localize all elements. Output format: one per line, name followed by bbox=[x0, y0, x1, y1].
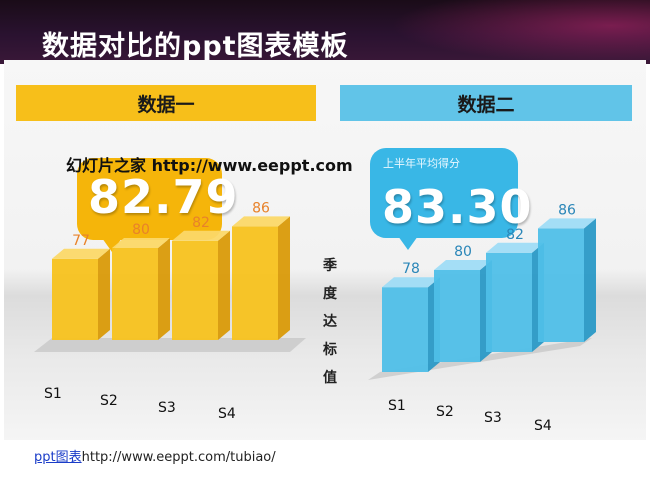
vertical-label-char: 值 bbox=[323, 370, 337, 386]
chart1-bubble-value: 82.79 bbox=[88, 170, 239, 224]
bar-top-S2 bbox=[112, 238, 170, 248]
bar-top-S3 bbox=[172, 230, 230, 241]
chart2-group: 78 S1 80 S2 82 S3 86 S4 bbox=[368, 202, 596, 434]
category-label: S1 bbox=[44, 386, 62, 402]
vertical-label-char: 度 bbox=[323, 286, 337, 302]
chart1-value-bubble bbox=[77, 158, 222, 240]
vertical-label-char: 标 bbox=[323, 342, 337, 358]
data-label: 86 bbox=[558, 202, 576, 218]
footer-link[interactable]: ppt图表 bbox=[34, 450, 82, 465]
bar-S3 bbox=[486, 252, 532, 352]
bar-top-S4 bbox=[232, 216, 290, 227]
bar-side-S3 bbox=[218, 230, 230, 340]
chart2-bubble-label: 上半年平均得分 bbox=[383, 157, 460, 170]
title-band bbox=[0, 0, 650, 64]
bar-S2 bbox=[112, 248, 158, 340]
bar-S4 bbox=[232, 226, 278, 340]
category-label: S4 bbox=[534, 418, 552, 434]
data-label: 77 bbox=[72, 233, 90, 249]
vertical-label-char: 季 bbox=[323, 258, 337, 274]
bar-S1 bbox=[52, 258, 98, 340]
bar-top-S1 bbox=[52, 248, 110, 259]
bar-S2 bbox=[434, 270, 480, 362]
chart2-bubble-value: 83.30 bbox=[382, 180, 533, 234]
category-label: S3 bbox=[158, 400, 176, 416]
data-label: 80 bbox=[454, 244, 472, 260]
data-label: 80 bbox=[132, 222, 150, 238]
bar-side-S1 bbox=[98, 248, 110, 340]
category-label: S2 bbox=[100, 393, 118, 409]
bar-top-S3 bbox=[486, 242, 544, 253]
data-label: 86 bbox=[252, 200, 270, 216]
data-label: 82 bbox=[506, 227, 524, 243]
footer: ppt图表http://www.eeppt.com/tubiao/ bbox=[34, 446, 276, 465]
bar-top-S2 bbox=[434, 260, 492, 270]
data-label: 78 bbox=[402, 261, 420, 277]
bar-S3 bbox=[172, 240, 218, 340]
vertical-label-char: 达 bbox=[323, 314, 337, 330]
category-label: S1 bbox=[388, 398, 406, 414]
page-title: 数据对比的ppt图表模板 bbox=[42, 31, 349, 62]
bar-top-S4 bbox=[538, 218, 596, 229]
bar-top-S1 bbox=[382, 277, 440, 288]
chart2-bubble-tail bbox=[398, 236, 418, 250]
chart1-group: 77 S1 80 S2 82 S3 86 S4 bbox=[34, 200, 306, 422]
chart1-floor bbox=[34, 338, 306, 352]
bar-S4 bbox=[538, 228, 584, 342]
category-label: S3 bbox=[484, 410, 502, 426]
category-label: S2 bbox=[436, 404, 454, 420]
category-label: S4 bbox=[218, 406, 236, 422]
chart2-header: 数据二 bbox=[340, 85, 632, 121]
footer-url: http://www.eeppt.com/tubiao/ bbox=[81, 450, 276, 465]
bar-S1 bbox=[382, 287, 428, 372]
bar-side-S4 bbox=[584, 218, 596, 342]
chart2-value-bubble bbox=[370, 148, 518, 238]
watermark-url: 幻灯片之家 http://www.eeppt.com bbox=[66, 156, 353, 175]
bar-side-S4 bbox=[278, 216, 290, 340]
bar-side-S2 bbox=[158, 238, 170, 340]
chart1-header: 数据一 bbox=[16, 85, 316, 121]
center-vertical-label: 季度达标值 bbox=[318, 252, 342, 392]
data-label: 82 bbox=[192, 215, 210, 231]
